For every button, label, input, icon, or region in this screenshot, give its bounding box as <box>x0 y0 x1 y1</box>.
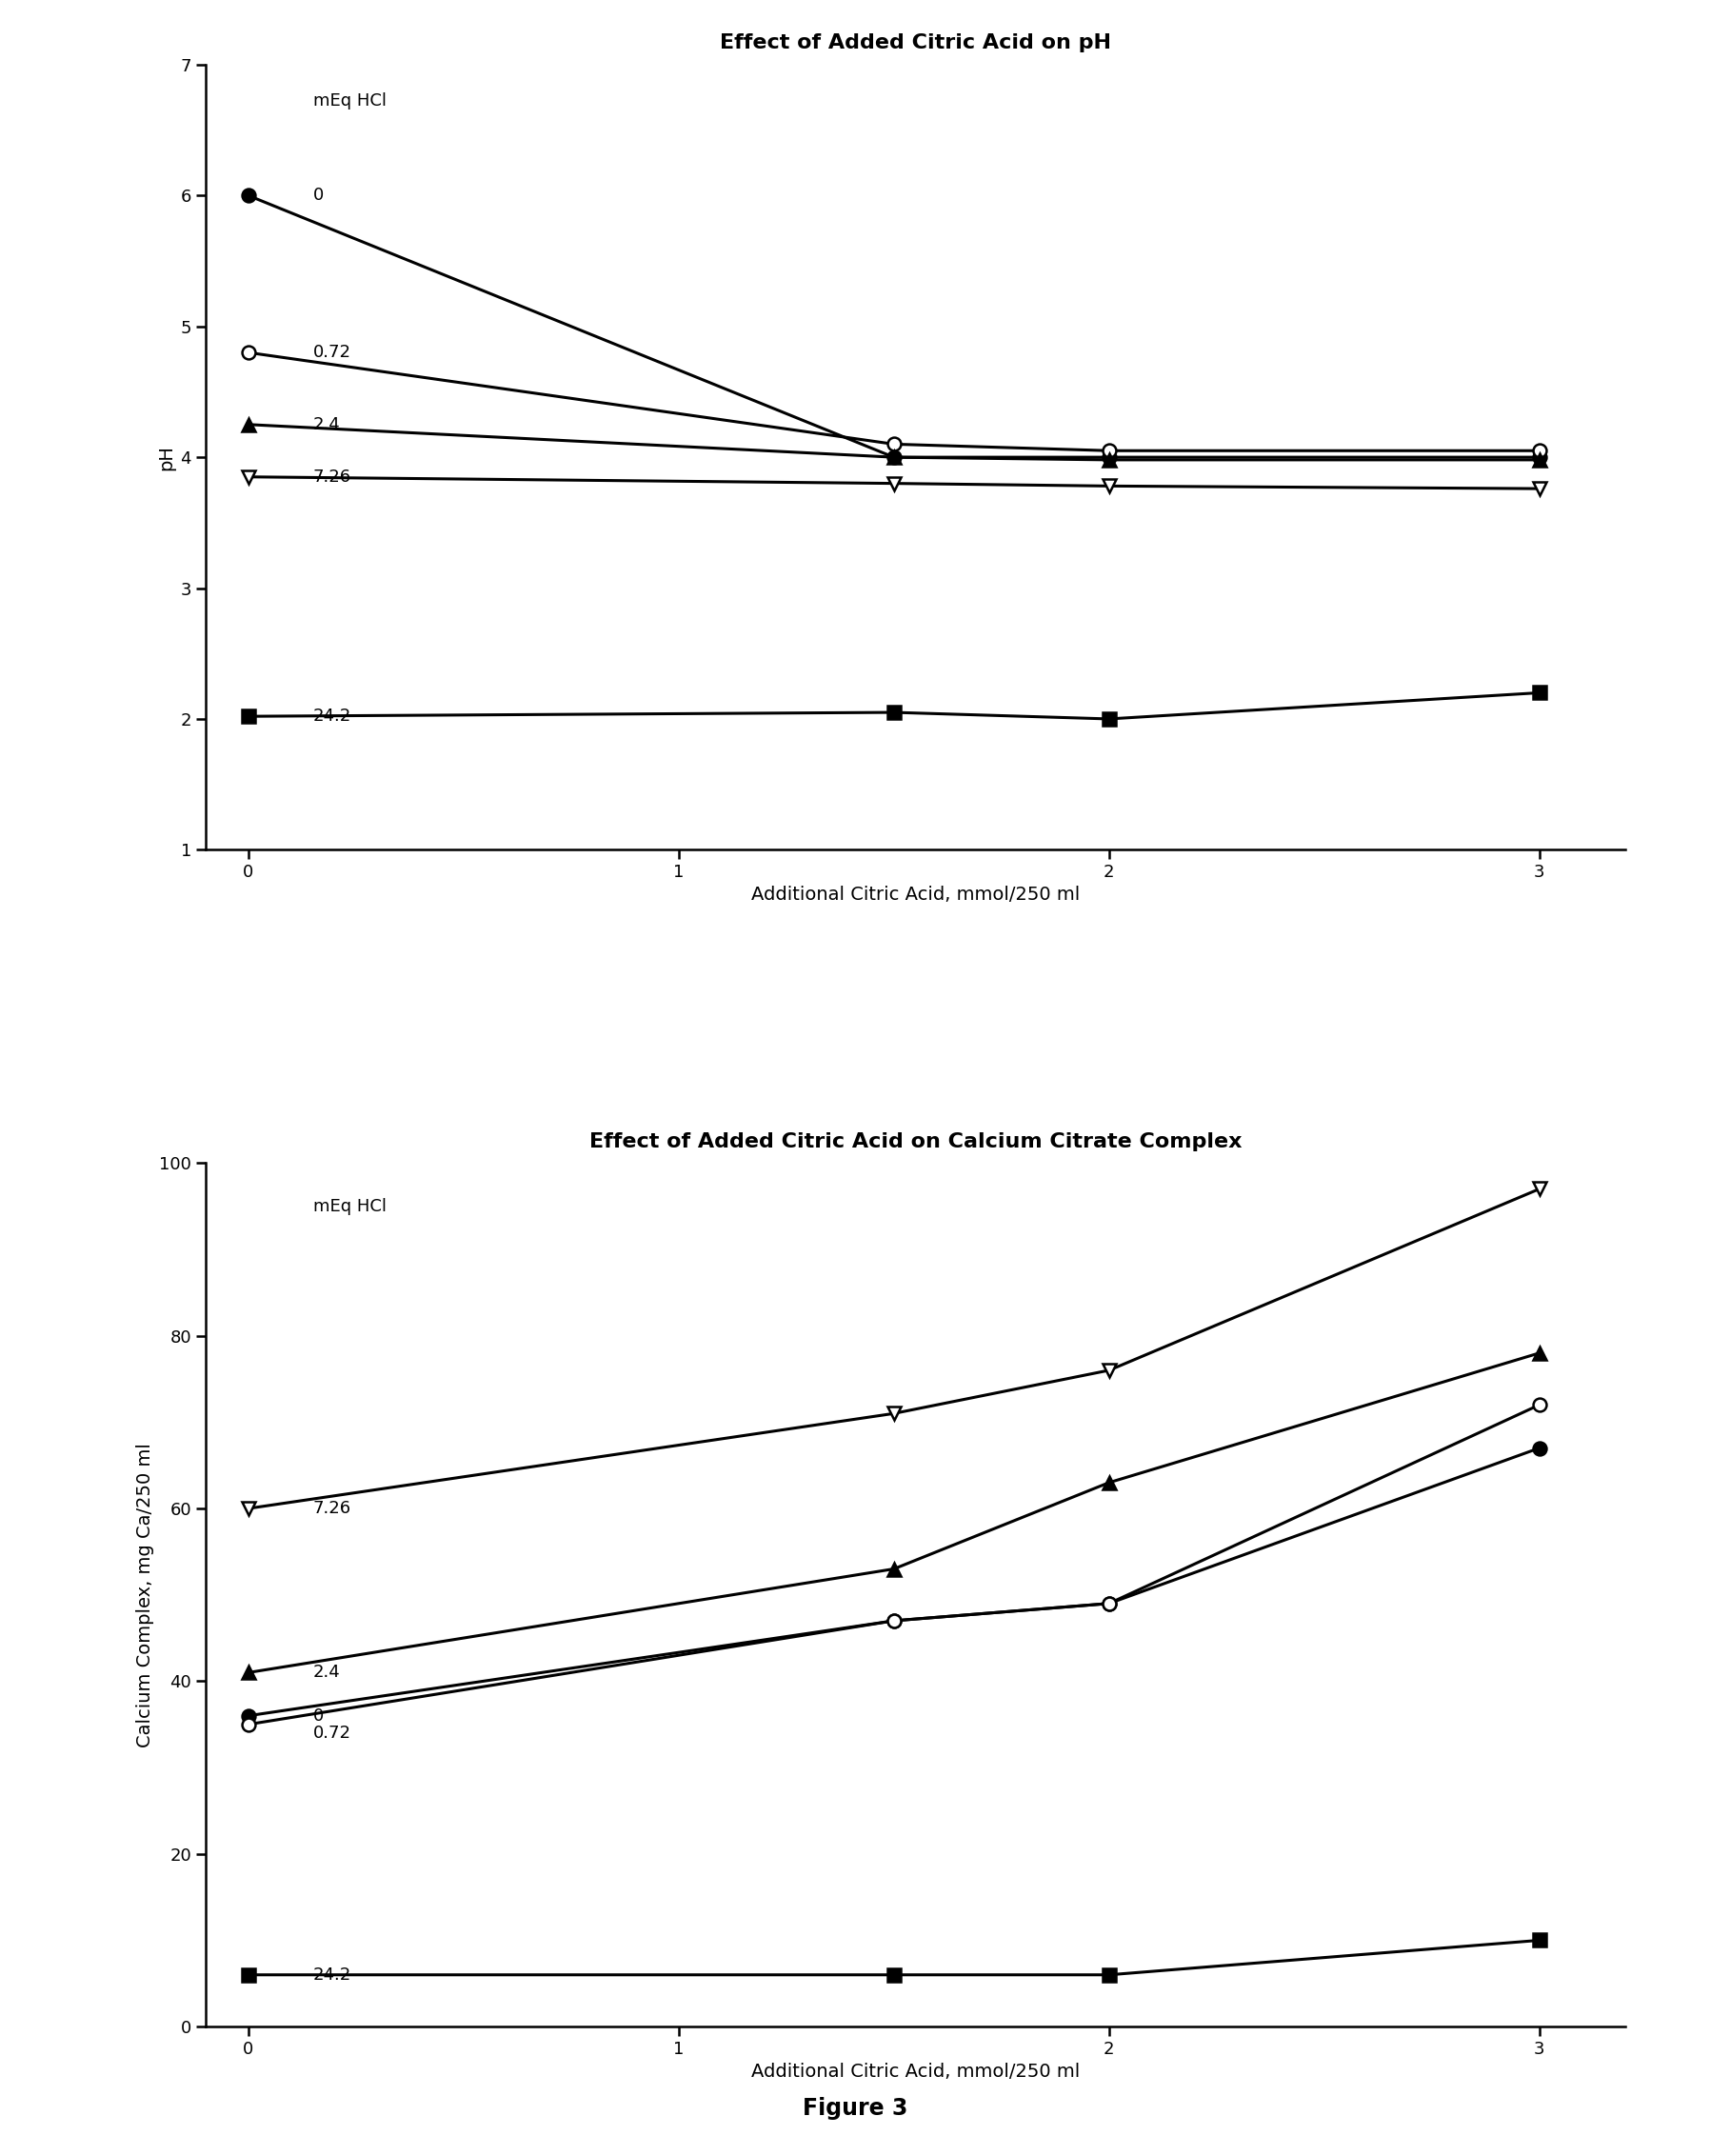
Text: mEq HCl: mEq HCl <box>313 93 387 110</box>
Text: 7.26: 7.26 <box>313 1501 351 1518</box>
X-axis label: Additional Citric Acid, mmol/250 ml: Additional Citric Acid, mmol/250 ml <box>751 2063 1080 2081</box>
Text: mEq HCl: mEq HCl <box>313 1197 387 1214</box>
Text: 24.2: 24.2 <box>313 707 351 724</box>
Text: 0: 0 <box>313 1708 323 1725</box>
Text: 7.26: 7.26 <box>313 468 351 485</box>
Text: 2.4: 2.4 <box>313 1664 340 1682</box>
Y-axis label: pH: pH <box>157 444 175 470</box>
Title: Effect of Added Citric Acid on pH: Effect of Added Citric Acid on pH <box>720 34 1110 52</box>
Text: 0.72: 0.72 <box>313 1725 351 1742</box>
Text: Figure 3: Figure 3 <box>802 2098 909 2119</box>
Text: 24.2: 24.2 <box>313 1966 351 1984</box>
X-axis label: Additional Citric Acid, mmol/250 ml: Additional Citric Acid, mmol/250 ml <box>751 886 1080 903</box>
Text: 0: 0 <box>313 188 323 205</box>
Title: Effect of Added Citric Acid on Calcium Citrate Complex: Effect of Added Citric Acid on Calcium C… <box>589 1132 1242 1151</box>
Text: 0.72: 0.72 <box>313 345 351 360</box>
Text: 2.4: 2.4 <box>313 416 340 433</box>
Y-axis label: Calcium Complex, mg Ca/250 ml: Calcium Complex, mg Ca/250 ml <box>135 1442 154 1746</box>
